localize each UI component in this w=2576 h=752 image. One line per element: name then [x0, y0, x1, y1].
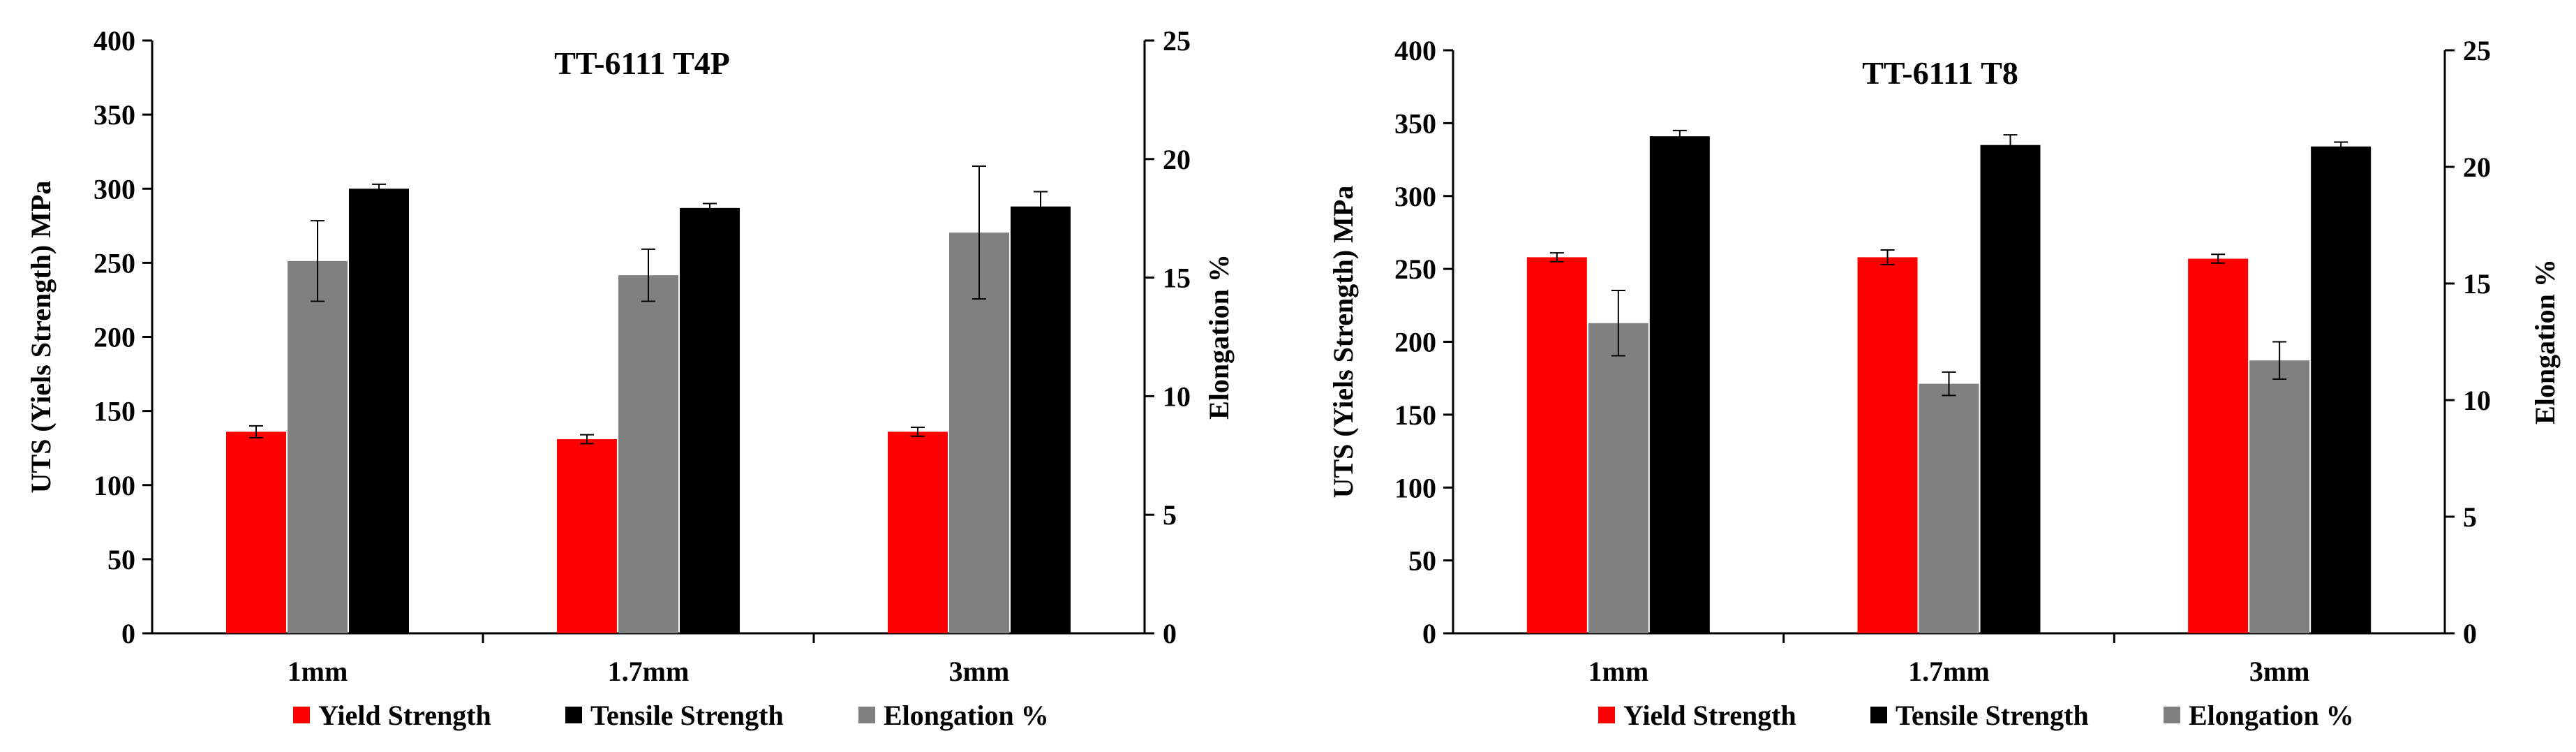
y-tick-label-right: 25: [1163, 25, 1191, 57]
x-tick-label: 1mm: [1588, 656, 1649, 687]
y-tick-label-left: 250: [1394, 253, 1436, 285]
chart-title: TT-6111 T4P: [554, 45, 730, 81]
x-tick-label: 3mm: [949, 656, 1010, 687]
y-axis-label-left: UTS (Yiels Strength) MPa: [25, 181, 57, 494]
legend-swatch: [1870, 707, 1887, 723]
legend-label: Elongation %: [2189, 700, 2354, 731]
y-tick-label-right: 20: [2463, 152, 2491, 183]
bar-yield-strength-3mm: [888, 432, 948, 633]
bar-tensile-strength-1mm: [1649, 136, 1710, 634]
y-tick-label-right: 20: [1163, 144, 1191, 175]
bar-elongation-1.7mm: [618, 275, 678, 634]
legend-label: Yield Strength: [1623, 700, 1796, 731]
y-tick-label-left: 400: [1394, 35, 1436, 66]
y-tick-label-right: 5: [2463, 501, 2477, 533]
x-tick-label: 3mm: [2249, 656, 2310, 687]
bar-tensile-strength-3mm: [2311, 146, 2372, 633]
y-tick-label-right: 15: [1163, 263, 1191, 294]
bar-yield-strength-1.7mm: [557, 438, 617, 633]
bar-yield-strength-1mm: [226, 432, 286, 633]
y-tick-label-right: 5: [1163, 499, 1177, 531]
legend-swatch: [2164, 707, 2180, 723]
bar-elongation-1.7mm: [1919, 383, 1979, 633]
y-tick-label-left: 50: [107, 544, 135, 575]
y-tick-label-right: 25: [2463, 35, 2491, 66]
y-tick-label-left: 0: [1422, 618, 1436, 649]
y-tick-label-left: 0: [121, 618, 135, 649]
y-tick-label-left: 300: [1394, 181, 1436, 212]
bar-yield-strength-1mm: [1526, 257, 1587, 633]
y-tick-label-left: 350: [94, 99, 135, 131]
y-tick-label-left: 100: [1394, 472, 1436, 503]
bar-tensile-strength-1.7mm: [680, 207, 740, 633]
y-tick-label-left: 250: [94, 247, 135, 279]
legend-swatch: [565, 707, 582, 723]
legend-swatch: [858, 707, 875, 723]
y-tick-label-left: 50: [1408, 545, 1436, 577]
legend-label: Yield Strength: [318, 700, 491, 731]
y-tick-label-right: 0: [1163, 618, 1177, 649]
y-tick-label-right: 10: [1163, 381, 1191, 412]
y-tick-label-left: 150: [1394, 399, 1436, 431]
legend-label: Tensile Strength: [1896, 700, 2089, 731]
y-tick-label-left: 350: [1394, 108, 1436, 139]
bar-tensile-strength-1mm: [349, 189, 409, 633]
y-tick-label-left: 100: [94, 470, 135, 501]
y-tick-label-left: 200: [1394, 327, 1436, 358]
legend-swatch: [293, 707, 310, 723]
y-axis-label-right: Elongation %: [2529, 259, 2561, 425]
bar-tensile-strength-3mm: [1011, 206, 1071, 634]
x-tick-label: 1.7mm: [608, 656, 690, 687]
chart-2: TT-6111 T8 0 50 100 150 200 250 300 350 400 0 5 10 15…: [1327, 35, 2561, 731]
bar-yield-strength-3mm: [2188, 258, 2249, 633]
y-axis-label-right: Elongation %: [1203, 254, 1235, 420]
chart-title: TT-6111 T8: [1862, 55, 2018, 91]
chart-1: TT-6111 T4P 0 50 100 150 200 250 300 350 400 0 5 10 1…: [25, 25, 1235, 731]
x-tick-label: 1.7mm: [1908, 656, 1990, 687]
bar-elongation-1mm: [1588, 323, 1648, 633]
bar-tensile-strength-1.7mm: [1980, 145, 2041, 633]
y-axis-label-left: UTS (Yiels Strength) MPa: [1327, 186, 1359, 499]
y-tick-label-right: 10: [2463, 385, 2491, 416]
y-tick-label-left: 400: [94, 25, 135, 57]
y-tick-label-left: 300: [94, 173, 135, 205]
bar-elongation-1mm: [288, 260, 348, 633]
x-tick-label: 1mm: [288, 656, 348, 687]
legend-label: Tensile Strength: [590, 700, 784, 731]
y-tick-label-right: 0: [2463, 618, 2477, 649]
y-tick-label-left: 200: [94, 322, 135, 353]
legend-label: Elongation %: [884, 700, 1049, 731]
y-tick-label-right: 15: [2463, 268, 2491, 300]
bar-yield-strength-1.7mm: [1857, 257, 1918, 633]
legend-swatch: [1598, 707, 1615, 723]
bar-elongation-3mm: [2249, 360, 2310, 633]
y-tick-label-left: 150: [94, 396, 135, 427]
